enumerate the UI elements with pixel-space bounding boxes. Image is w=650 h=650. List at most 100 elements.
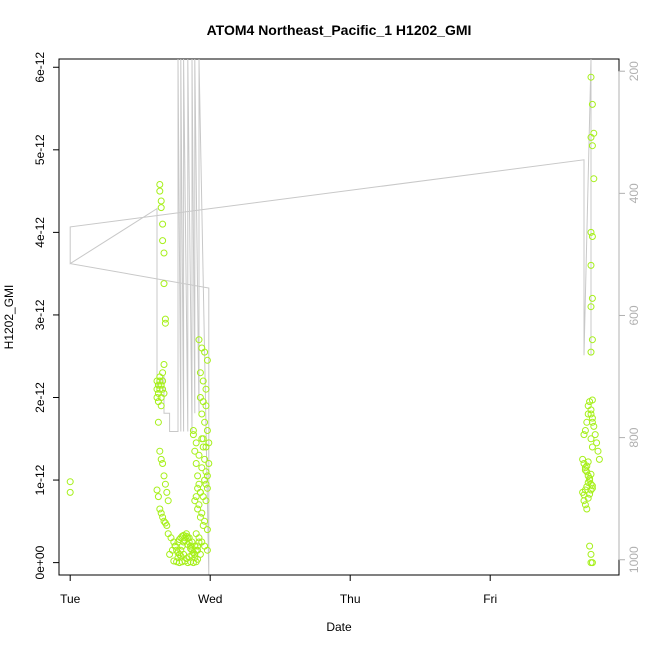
chart-title: ATOM4 Northeast_Pacific_1 H1202_GMI xyxy=(207,22,472,38)
x-axis: Tue Wed Thu Fri xyxy=(60,574,497,606)
data-point xyxy=(587,406,595,414)
data-point xyxy=(203,472,211,480)
data-point xyxy=(192,439,200,447)
y-tick-label: 5e-12 xyxy=(33,134,47,165)
data-point xyxy=(163,488,171,496)
data-point xyxy=(198,464,206,472)
data-point xyxy=(202,468,210,476)
data-point xyxy=(156,447,164,455)
data-point xyxy=(587,410,595,418)
data-point xyxy=(203,427,211,434)
data-point xyxy=(587,228,595,236)
data-point xyxy=(586,490,594,498)
y-axis-right: 200 400 600 800 1000 xyxy=(618,61,641,573)
y-tick-label: 0e+00 xyxy=(33,545,47,579)
data-point xyxy=(588,414,596,422)
data-point xyxy=(192,493,200,501)
data-point xyxy=(584,458,592,466)
data-point xyxy=(194,542,202,550)
data-point xyxy=(153,486,161,494)
plot-frame xyxy=(58,58,620,576)
data-point xyxy=(590,175,598,183)
y2-tick-label: 200 xyxy=(627,61,641,81)
y2-tick-label: 1000 xyxy=(627,546,641,573)
x-tick-label: Wed xyxy=(198,592,222,606)
data-point xyxy=(156,505,164,513)
x-axis-label: Date xyxy=(326,620,352,634)
data-point xyxy=(170,538,178,546)
data-point xyxy=(195,538,203,546)
data-point xyxy=(199,377,207,385)
data-point xyxy=(584,494,592,502)
data-point xyxy=(593,439,601,447)
data-point xyxy=(157,381,165,389)
data-point xyxy=(159,377,167,385)
data-point xyxy=(161,319,169,327)
data-point xyxy=(581,464,589,472)
data-point xyxy=(584,479,592,486)
x-tick-label: Thu xyxy=(340,592,361,606)
y-axis-label: H1202_GMI xyxy=(2,285,16,350)
data-point xyxy=(588,100,596,108)
data-point xyxy=(591,431,599,439)
data-point xyxy=(587,550,595,558)
data-point xyxy=(196,513,204,521)
data-point xyxy=(587,348,595,356)
data-point xyxy=(587,559,595,567)
data-point xyxy=(588,233,596,240)
data-point xyxy=(157,204,165,212)
data-point xyxy=(590,422,598,430)
data-point xyxy=(154,493,162,501)
data-point xyxy=(163,522,171,529)
data-point xyxy=(588,443,596,451)
data-point xyxy=(583,505,591,513)
data-point xyxy=(588,396,596,404)
data-point xyxy=(579,455,587,463)
data-point xyxy=(580,431,588,439)
data-point xyxy=(587,303,595,311)
y-tick-label: 4e-12 xyxy=(33,217,47,248)
data-point xyxy=(587,486,595,494)
data-point xyxy=(194,505,202,513)
data-point xyxy=(586,542,594,550)
data-point xyxy=(160,472,168,480)
data-point xyxy=(587,435,595,443)
y2-tick-label: 600 xyxy=(627,305,641,325)
data-point xyxy=(196,369,204,377)
data-point xyxy=(594,447,602,455)
data-point xyxy=(156,181,164,188)
pressure-line xyxy=(69,58,592,576)
data-point xyxy=(588,294,596,302)
data-point xyxy=(189,559,197,567)
data-point xyxy=(588,418,596,426)
data-point xyxy=(157,509,165,517)
data-point xyxy=(160,517,168,525)
data-point xyxy=(203,356,211,364)
data-point xyxy=(203,526,211,534)
data-point xyxy=(595,455,603,463)
data-point xyxy=(581,501,589,509)
data-point xyxy=(160,249,168,257)
data-point xyxy=(191,447,199,455)
data-point xyxy=(157,197,165,205)
y-tick-label: 1e-12 xyxy=(33,464,47,495)
data-point xyxy=(154,418,162,426)
y-tick-label: 3e-12 xyxy=(33,299,47,330)
data-point xyxy=(587,73,595,81)
x-tick-label: Tue xyxy=(60,592,81,606)
data-point xyxy=(583,462,591,470)
data-point xyxy=(175,550,183,558)
data-point xyxy=(164,497,172,505)
data-point xyxy=(198,410,206,418)
data-point xyxy=(581,427,589,434)
y-tick-label: 6e-12 xyxy=(33,52,47,83)
data-point xyxy=(586,474,594,482)
data-point xyxy=(201,348,209,356)
data-point xyxy=(192,460,200,467)
data-point xyxy=(160,280,168,288)
data-point xyxy=(189,431,197,439)
x-tick-label: Fri xyxy=(483,592,497,606)
data-point xyxy=(160,361,168,368)
pressure-line-series xyxy=(69,58,592,576)
data-point xyxy=(191,497,199,505)
